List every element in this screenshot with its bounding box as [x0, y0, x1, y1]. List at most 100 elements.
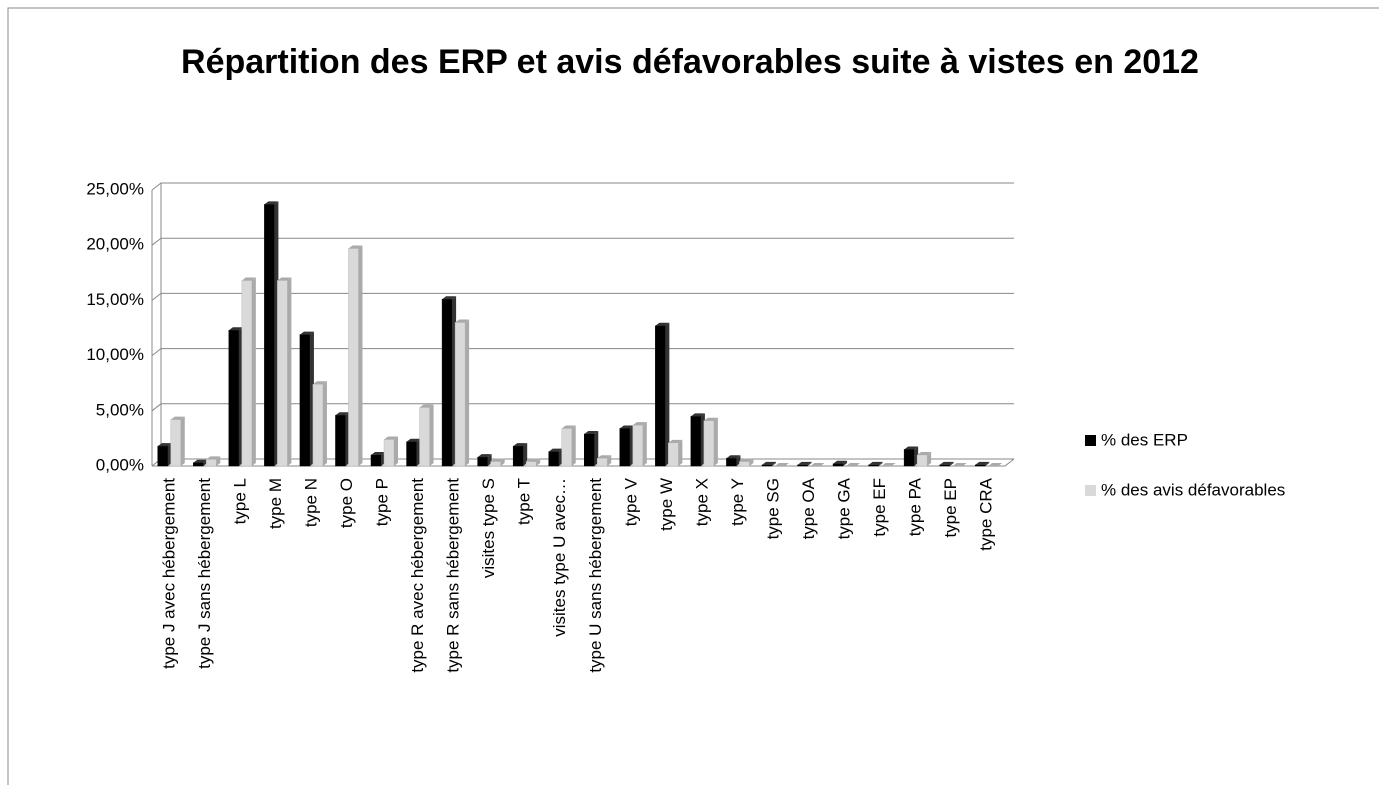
bar-top — [442, 296, 457, 300]
bar — [974, 464, 986, 467]
bar-top — [881, 463, 896, 466]
bar — [525, 461, 537, 467]
bar — [299, 334, 311, 467]
bar-top — [277, 277, 292, 281]
bar-top — [513, 443, 528, 447]
bar-group — [335, 412, 350, 467]
bar — [903, 449, 915, 467]
bar-group — [441, 296, 457, 467]
bar-side — [465, 319, 470, 466]
bar-side — [536, 458, 541, 466]
bar-top — [846, 463, 861, 466]
x-tick-label: type J sans hébergement — [195, 478, 214, 669]
bar-group — [241, 277, 256, 467]
bar-group — [170, 416, 185, 467]
bar — [832, 463, 844, 467]
bar — [868, 464, 879, 467]
bar-side — [843, 460, 848, 466]
bar — [690, 416, 702, 467]
bar — [157, 445, 169, 467]
x-tick-label: type O — [337, 478, 356, 528]
x-tick-label: type Y — [728, 478, 747, 526]
bar-group — [703, 417, 718, 467]
legend-swatch — [1085, 435, 1096, 446]
bar — [335, 414, 346, 467]
bar-side — [287, 277, 292, 466]
bar-side — [985, 461, 990, 466]
bar-group — [903, 446, 919, 467]
bar — [228, 329, 240, 467]
grid-line — [151, 403, 1014, 412]
bar-group — [774, 463, 789, 466]
bar-top — [904, 446, 919, 450]
legend-label: % des ERP — [1101, 430, 1188, 449]
bar — [277, 280, 288, 467]
bar — [241, 280, 253, 467]
bar-top — [299, 331, 314, 335]
bar-side — [571, 425, 576, 466]
y-tick-label: 10,00% — [86, 345, 144, 364]
x-tick-label: type N — [301, 478, 320, 527]
bar-top — [774, 463, 789, 466]
bar-side — [322, 381, 327, 466]
bar-top — [348, 245, 363, 249]
bar-side — [678, 439, 683, 466]
y-tick-label: 25,00% — [86, 179, 144, 198]
bar — [406, 441, 417, 467]
bar-top — [526, 458, 541, 462]
y-tick-label: 0,00% — [96, 455, 144, 474]
bar-side — [180, 416, 185, 466]
bar — [206, 459, 217, 467]
bar — [761, 464, 773, 467]
x-tick-label: type X — [692, 478, 711, 526]
bar-top — [632, 422, 647, 426]
x-tick-label: type M — [266, 478, 285, 529]
x-tick-label: type T — [515, 478, 534, 525]
bar-side — [927, 451, 932, 466]
chart-border — [7, 7, 1379, 785]
bar-side — [807, 461, 812, 466]
bar-group — [228, 327, 243, 467]
floor — [152, 458, 1015, 467]
bar — [193, 462, 204, 467]
bar-top — [455, 319, 470, 323]
bar — [939, 464, 950, 467]
bar-group — [797, 461, 812, 467]
bar-side — [523, 443, 528, 466]
bar-top — [761, 461, 776, 465]
bar-top — [703, 417, 718, 421]
x-tick-label: type PA — [906, 477, 925, 536]
bar-group — [561, 425, 576, 467]
bar-side — [949, 461, 954, 466]
bar-top — [419, 404, 434, 408]
bar-group — [739, 458, 754, 467]
bar-group — [548, 448, 563, 467]
bar — [370, 454, 382, 467]
bar — [632, 424, 644, 467]
bar-top — [597, 455, 612, 459]
y-tick-label: 20,00% — [86, 235, 144, 254]
bar-group — [348, 245, 363, 467]
bar-group — [264, 201, 279, 467]
x-tick-label: type P — [373, 478, 392, 526]
bar-group — [584, 430, 599, 467]
x-tick-label: type EP — [941, 478, 960, 538]
x-tick-label: type OA — [799, 477, 818, 539]
bar-top — [797, 461, 812, 465]
bar-group — [406, 438, 421, 467]
bar-side — [713, 417, 718, 466]
x-tick-label: type U sans hébergement — [586, 478, 605, 673]
bar — [264, 204, 275, 467]
bar-group — [193, 459, 208, 467]
x-tick-label: type W — [657, 478, 676, 531]
bar-top — [406, 438, 421, 442]
bar — [419, 407, 430, 467]
bar-side — [665, 322, 670, 466]
bar-top — [726, 455, 741, 459]
bar-group — [277, 277, 292, 467]
bar-top — [193, 459, 208, 463]
bar — [548, 451, 559, 467]
bar-top — [952, 463, 967, 466]
